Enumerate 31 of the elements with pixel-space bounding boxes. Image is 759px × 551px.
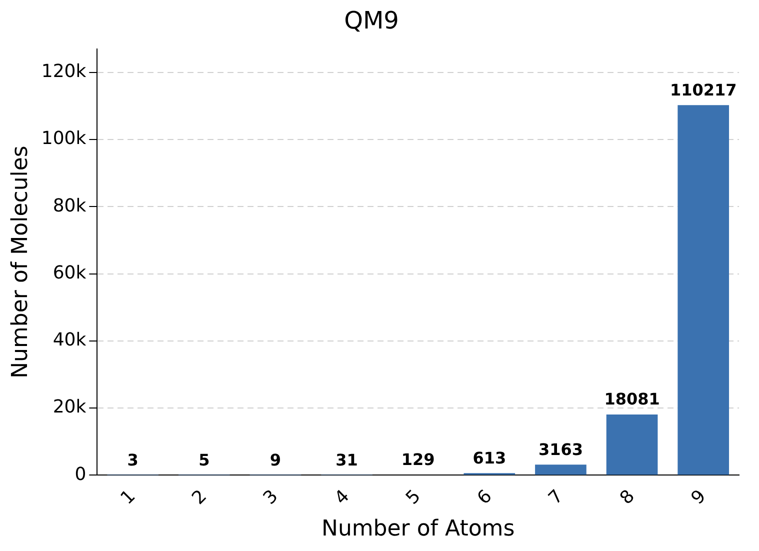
y-tick-label: 40k: [52, 330, 87, 351]
bar: [678, 105, 730, 475]
bar: [535, 464, 586, 475]
data-label: 9: [270, 450, 282, 470]
data-label: 129: [401, 450, 435, 469]
x-tick-label: 4: [330, 486, 354, 509]
y-tick-label: 60k: [52, 262, 87, 284]
data-label: 110217: [670, 80, 737, 100]
data-label: 3163: [538, 440, 583, 459]
x-tick-label: 9: [687, 486, 710, 509]
y-tick-label: 120k: [41, 60, 87, 82]
x-tick-label: 8: [616, 486, 639, 509]
data-label: 613: [472, 448, 506, 468]
x-tick-label: 5: [402, 486, 425, 509]
x-tick-label: 2: [188, 486, 211, 509]
data-label: 3: [127, 450, 138, 470]
x-axis-title: Number of Atoms: [321, 516, 515, 542]
x-tick-label: 1: [116, 486, 140, 509]
y-tick-label: 100k: [41, 128, 87, 150]
x-tick-label: 6: [473, 486, 496, 509]
chart-title: QM9: [344, 6, 399, 35]
y-tick-label: 80k: [52, 195, 87, 216]
data-label: 31: [336, 450, 358, 470]
x-tick-label: 3: [259, 486, 282, 509]
y-tick-label: 0: [74, 464, 86, 485]
data-label: 5: [198, 450, 210, 470]
bar: [606, 414, 658, 475]
x-tick-label: 7: [544, 486, 568, 509]
y-tick-label: 20k: [52, 396, 87, 418]
data-label: 18081: [604, 390, 660, 409]
y-axis-title: Number of Molecules: [8, 146, 33, 378]
